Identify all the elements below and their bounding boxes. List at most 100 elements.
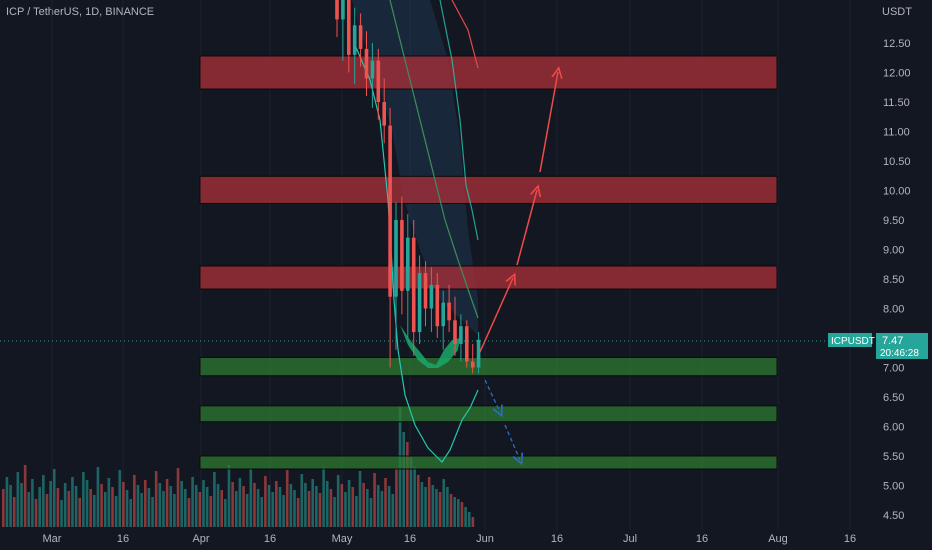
- candle-body: [358, 25, 363, 49]
- candle-body: [435, 284, 440, 327]
- volume-bar: [191, 477, 194, 527]
- time-tick-label: Apr: [192, 533, 209, 545]
- bar-countdown: 20:46:28: [880, 348, 919, 359]
- volume-bar: [267, 485, 271, 527]
- volume-bar: [358, 471, 362, 527]
- volume-bar: [260, 497, 264, 527]
- support-zone: [199, 405, 778, 423]
- time-tick-label: 16: [117, 533, 129, 545]
- volume-bar: [71, 477, 74, 527]
- volume-bar: [180, 481, 183, 527]
- volume-bar: [63, 483, 67, 527]
- price-tick-label: 11.50: [883, 97, 910, 109]
- volume-bar: [122, 482, 125, 527]
- chart-title: ICP / TetherUS, 1D, BINANCE: [6, 6, 155, 18]
- volume-bar: [278, 487, 282, 527]
- price-tick-label: 8.00: [883, 304, 904, 316]
- volume-bar: [224, 499, 227, 527]
- time-tick-label: 16: [264, 533, 276, 545]
- price-axis[interactable]: 12.50 12.00 11.50 11.00 10.50 10.00 9.50 9.00 8.…: [883, 38, 911, 522]
- volume-bar: [209, 496, 213, 527]
- volume-bar: [100, 484, 103, 527]
- time-axis[interactable]: Mar 16 Apr 16 May 16 Jun 16 Jul 16 Aug 16: [43, 533, 857, 545]
- volume-bar: [449, 494, 453, 527]
- volume-bar: [427, 477, 431, 527]
- candle-body: [417, 273, 422, 333]
- volume-bar: [184, 489, 187, 527]
- volume-bar: [416, 475, 420, 527]
- volume-bar: [173, 494, 176, 527]
- candle-body: [347, 0, 351, 55]
- volume-bar: [366, 489, 369, 527]
- volume-bar: [387, 486, 391, 527]
- volume-bar: [373, 473, 376, 527]
- volume-bar: [249, 469, 253, 527]
- volume-bar: [118, 470, 122, 527]
- price-tick-label: 5.00: [883, 481, 904, 493]
- volume-bar: [293, 490, 296, 527]
- volume-bar: [136, 485, 140, 527]
- volume-bar: [147, 488, 151, 527]
- candle-body: [364, 48, 369, 79]
- volume-bar: [355, 496, 358, 527]
- volume-bar: [336, 475, 340, 527]
- volume-bar: [285, 470, 289, 527]
- volume-bar: [34, 499, 38, 527]
- projection-arrow-down-1: [484, 379, 500, 412]
- candle-body: [406, 237, 410, 291]
- cloud-fill: [400, 325, 460, 368]
- volume-bar: [143, 480, 147, 527]
- price-tick-label: 11.00: [883, 127, 910, 139]
- price-tick-label: 6.50: [883, 392, 904, 404]
- volume-bar: [154, 471, 158, 527]
- volume-bar: [23, 465, 27, 527]
- ma-slow-line: [451, 0, 479, 69]
- volume-bar: [129, 499, 132, 527]
- candle-body: [423, 273, 428, 309]
- volume-bar: [231, 482, 234, 527]
- price-tick-label: 6.00: [883, 422, 904, 434]
- ma-blue-line: [439, 0, 479, 241]
- volume-bar: [220, 490, 223, 527]
- volume-bar: [318, 493, 322, 527]
- volume-bar: [216, 484, 220, 527]
- candle-body: [400, 220, 404, 291]
- volume-bar: [20, 483, 23, 527]
- volume-bar: [187, 498, 191, 527]
- candle-body: [352, 25, 357, 55]
- time-tick-label: Mar: [43, 533, 62, 545]
- volume-bar: [311, 479, 314, 527]
- volume-bar: [213, 472, 216, 527]
- symbol-label: ICPUSDT: [831, 336, 875, 347]
- volume-bar: [391, 494, 395, 527]
- volume-bar: [45, 494, 49, 527]
- volume-bar: [60, 500, 63, 527]
- volume-bar: [296, 498, 300, 527]
- volume-bar: [362, 483, 365, 527]
- volume-bar: [333, 497, 336, 527]
- volume-bar: [158, 483, 162, 527]
- volume-bar: [169, 486, 173, 527]
- volume-bar: [78, 498, 82, 527]
- volume-bar: [31, 479, 34, 527]
- volume-bar: [438, 492, 442, 527]
- candle-body: [388, 125, 392, 297]
- candle-body: [341, 0, 345, 20]
- volume-bar: [271, 492, 274, 527]
- volume-bar: [42, 475, 45, 527]
- price-tick-label: 5.50: [883, 451, 904, 463]
- volume-bar: [198, 492, 202, 527]
- price-tick-label: 12.00: [883, 68, 911, 80]
- volume-bar: [162, 491, 165, 527]
- volume-bar: [325, 481, 329, 527]
- price-badge: ICPUSDT 7.47 20:46:28: [828, 333, 928, 359]
- price-tick-label: 7.00: [883, 363, 904, 375]
- volume-bar: [289, 484, 293, 527]
- time-tick-label: Jul: [623, 533, 637, 545]
- volume-bar: [282, 495, 285, 527]
- volume-bar: [322, 467, 325, 527]
- projection-arrow-up-3: [539, 72, 558, 173]
- currency-label: USDT: [882, 6, 912, 18]
- volume-bar: [275, 481, 278, 527]
